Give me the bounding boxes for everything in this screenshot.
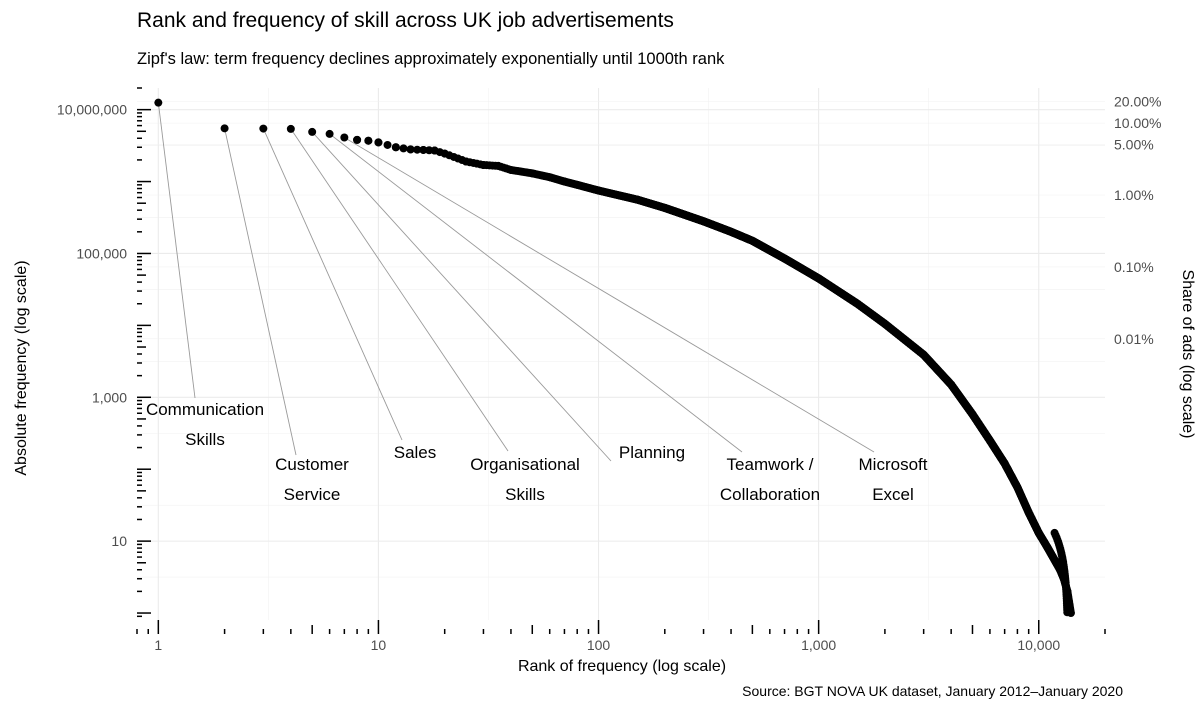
y-tick-label: 1,000 (92, 389, 127, 405)
data-point (1063, 608, 1072, 617)
data-point (286, 124, 295, 133)
y2-tick-label: 20.00% (1114, 93, 1161, 109)
data-point (154, 98, 163, 107)
chart-title: Rank and frequency of skill across UK jo… (137, 9, 674, 32)
skill-label: Communication (146, 400, 264, 419)
skill-label: Service (284, 485, 341, 504)
data-point (383, 140, 392, 149)
data-point (413, 145, 422, 154)
axis-tick-labels: 1 10 100 1,000 10,000 10 1,000 100,000 10,000,00… (57, 93, 1162, 653)
y-tick-label: 100,000 (76, 245, 127, 261)
y2-tick-label: 10.00% (1114, 115, 1161, 131)
leader-line (311, 131, 612, 462)
x-axis-title: Rank of frequency (log scale) (518, 658, 726, 675)
y-tick-label: 10,000,000 (57, 102, 127, 118)
skill-labels: Communication Skills Customer Service Sales O… (146, 400, 928, 504)
leader-line (224, 128, 297, 456)
log-ticks (136, 87, 1106, 634)
data-point (325, 129, 334, 138)
skill-label: Collaboration (720, 485, 820, 504)
leader-line (157, 102, 196, 399)
data-point (353, 135, 362, 144)
grid-lines (137, 88, 1105, 620)
x-tick-label: 1 (154, 637, 162, 653)
y2-axis-title: Share of ads (log scale) (1179, 270, 1196, 439)
data-point (391, 143, 400, 152)
x-tick-label: 10,000 (1017, 637, 1060, 653)
x-tick-label: 10 (371, 637, 387, 653)
data-point (374, 138, 383, 147)
data-point (419, 145, 428, 154)
leader-line (290, 128, 509, 452)
skill-label: Sales (394, 443, 437, 462)
leader-line (262, 128, 403, 441)
data-point (220, 124, 229, 133)
y-axis-title: Absolute frequency (log scale) (13, 260, 30, 475)
skill-label: Customer (275, 455, 349, 474)
data-point (340, 133, 349, 142)
leader-line (344, 137, 875, 453)
chart-caption: Source: BGT NOVA UK dataset, January 201… (742, 683, 1123, 699)
y2-tick-label: 5.00% (1114, 137, 1154, 153)
skill-label: Planning (619, 443, 685, 462)
skill-label: Microsoft (859, 455, 928, 474)
data-point (399, 144, 408, 153)
leader-line (329, 133, 743, 453)
skill-label: Excel (872, 485, 914, 504)
data-point (364, 136, 373, 145)
y-tick-label: 10 (111, 533, 127, 549)
x-tick-label: 100 (587, 637, 611, 653)
skill-label: Skills (505, 485, 545, 504)
y2-tick-label: 0.10% (1114, 259, 1154, 275)
skill-label: Skills (185, 430, 225, 449)
data-point (406, 145, 415, 154)
y2-tick-label: 1.00% (1114, 187, 1154, 203)
skill-label: Teamwork / (727, 455, 814, 474)
chart-subtitle: Zipf's law: term frequency declines appr… (137, 50, 725, 68)
data-point (259, 124, 268, 133)
skill-label: Organisational (470, 455, 580, 474)
x-tick-label: 1,000 (801, 637, 836, 653)
data-points (154, 98, 1075, 618)
data-point (308, 127, 317, 136)
label-leader-lines (157, 102, 875, 462)
y2-tick-label: 0.01% (1114, 331, 1154, 347)
